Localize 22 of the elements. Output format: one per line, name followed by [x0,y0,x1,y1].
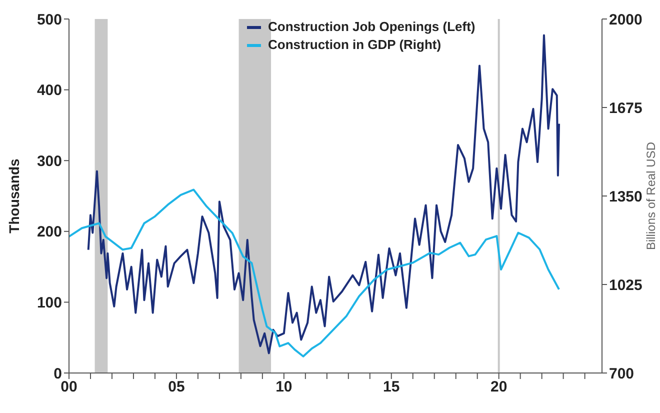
y2-tick-label: 2000 [609,11,642,28]
legend-label: Construction in GDP (Right) [267,36,442,54]
y-tick-label: 300 [36,152,62,170]
y-tick-label: 100 [36,294,62,312]
x-tick-label: 10 [276,378,292,396]
y2-tick-label: 700 [609,365,634,382]
x-tick-label: 20 [490,378,508,396]
line-series [87,34,560,354]
y-tick-label: 200 [36,224,62,241]
line-series [69,188,560,358]
y2-tick-label: 1350 [609,188,642,206]
x-tick-label: 05 [168,378,185,396]
x-tick-label: 15 [383,378,400,396]
legend-label: Construction Job Openings (Left) [267,18,476,36]
y-tick-label: 400 [36,82,62,100]
y2-axis-title: Billions of Real USD [644,142,658,250]
y2-tick-label: 1025 [609,276,642,294]
x-tick-label: 00 [60,378,78,396]
y-tick-label: 0 [54,365,62,382]
y2-tick-label: 1675 [609,100,642,117]
y-axis-title: Thousands [6,158,22,234]
y-tick-label: 500 [36,11,62,28]
